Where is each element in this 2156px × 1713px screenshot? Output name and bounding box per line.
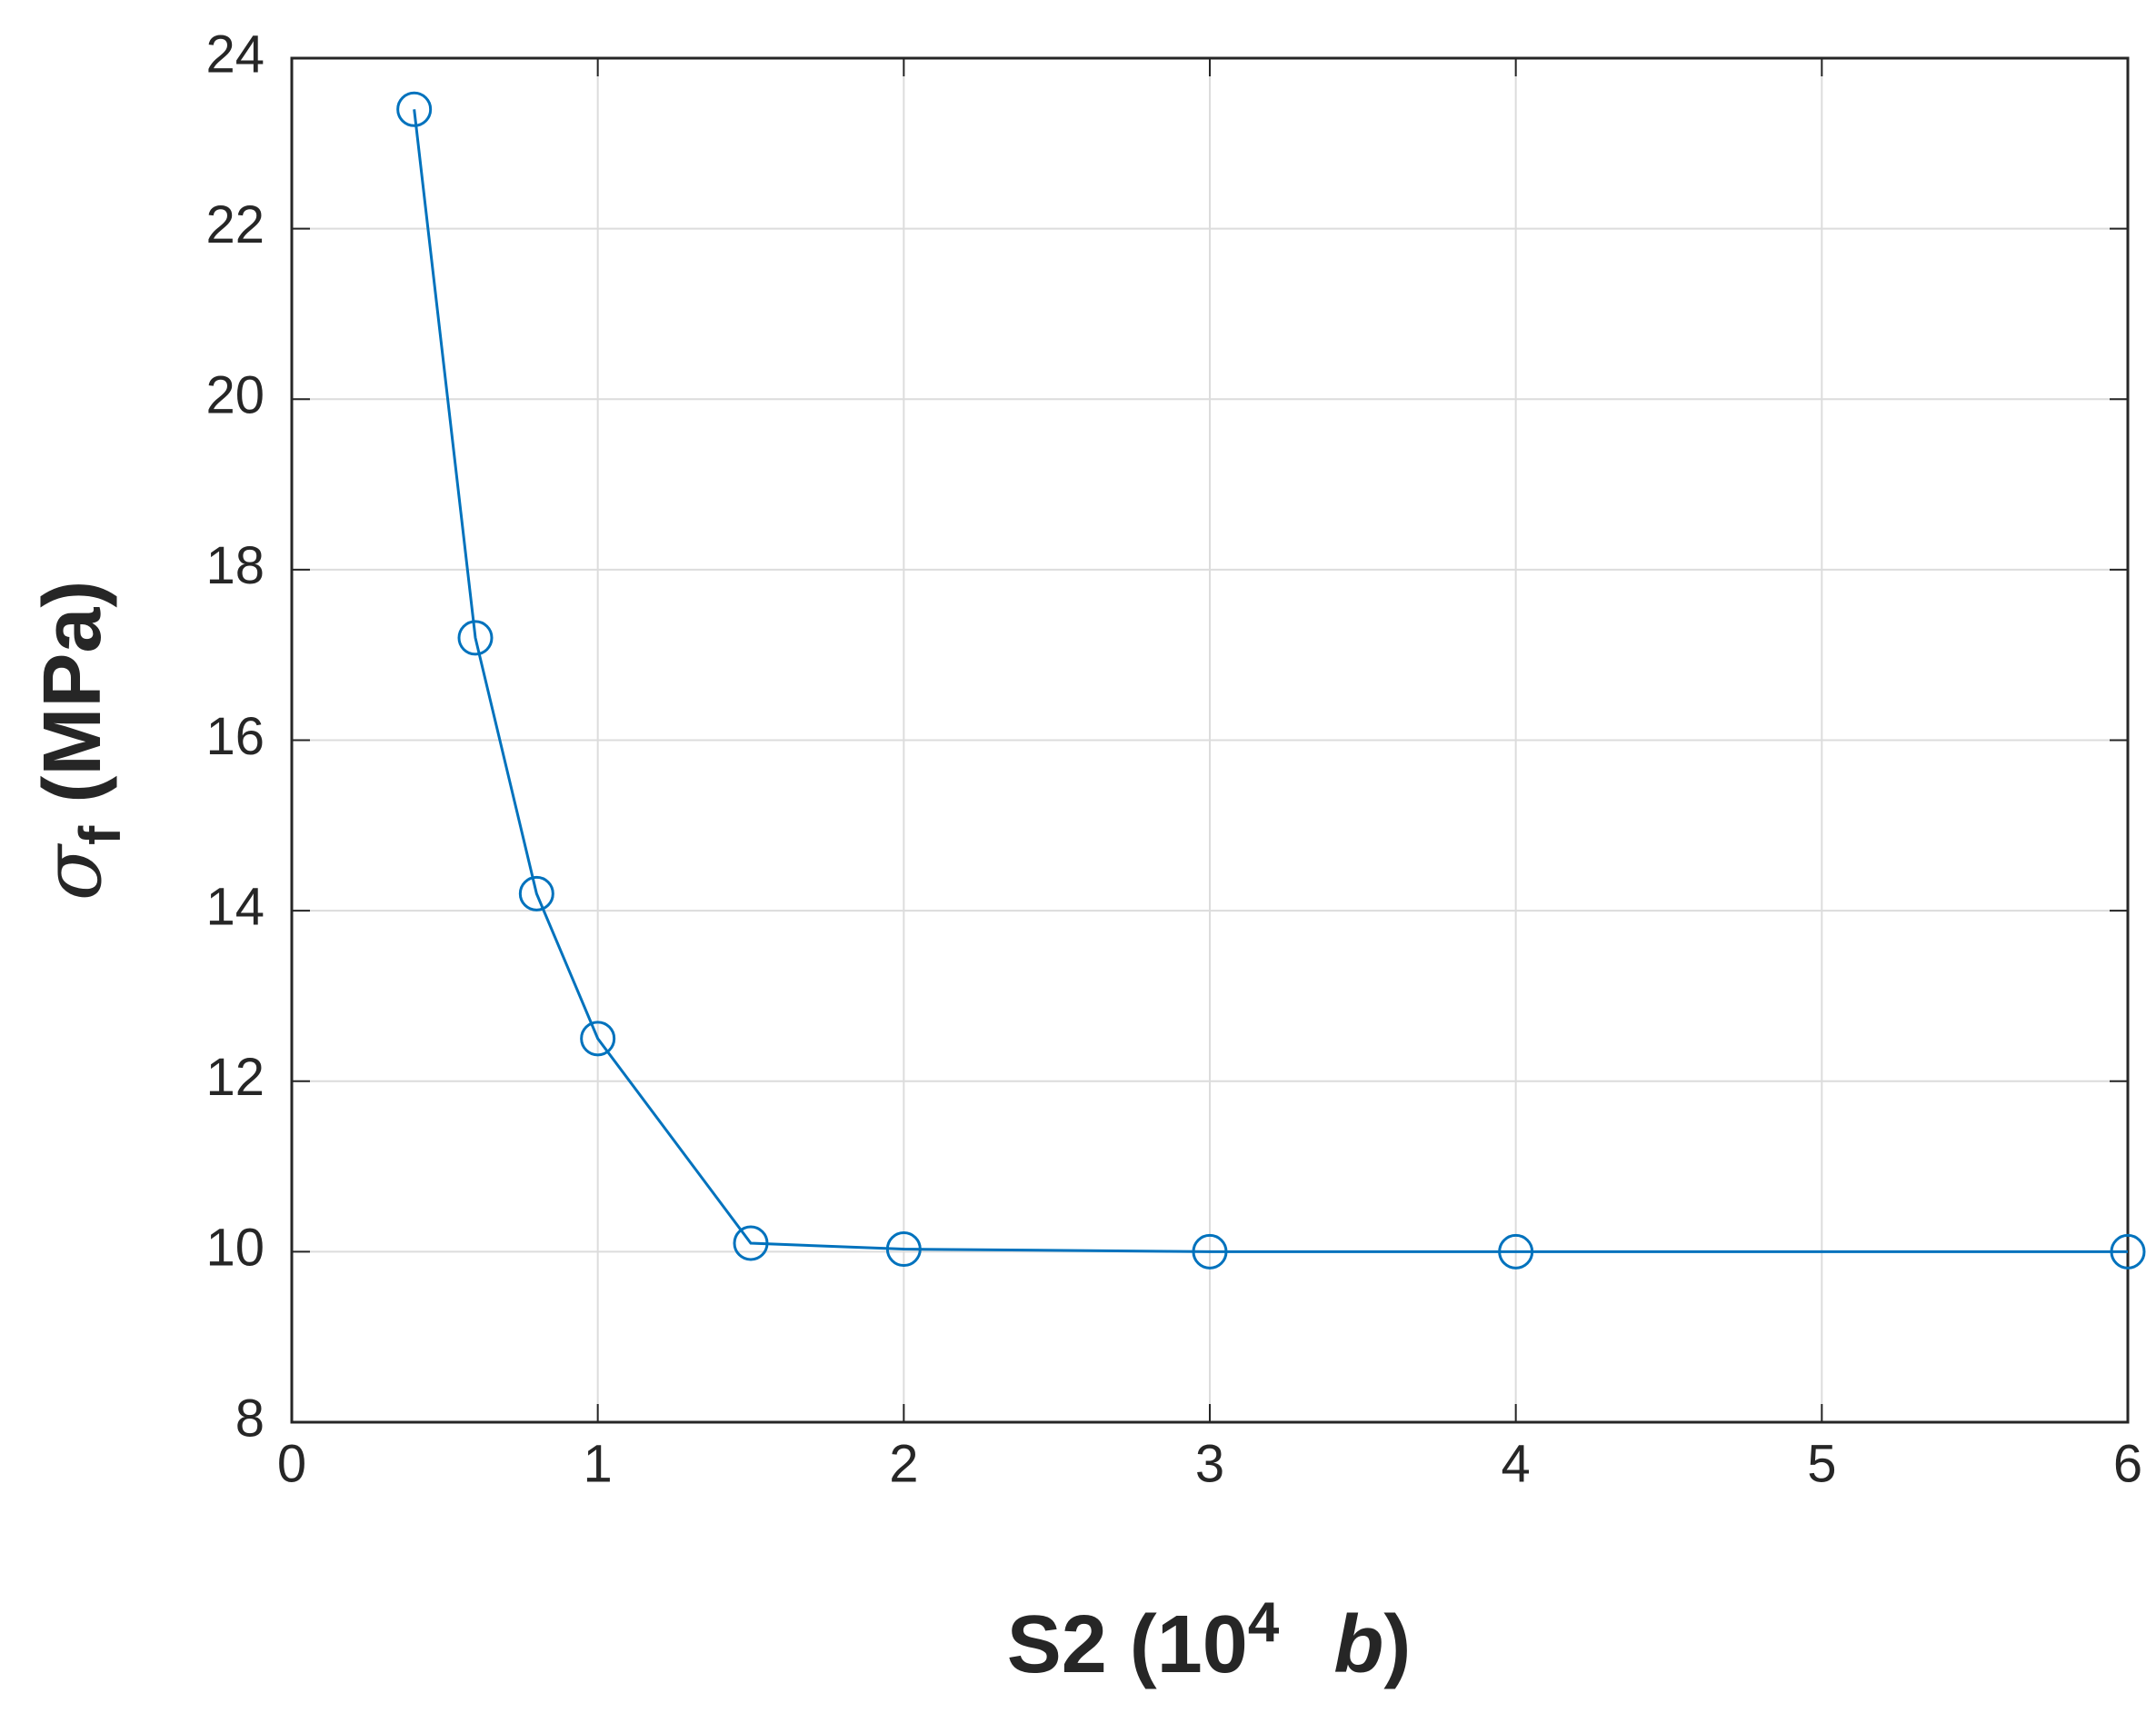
y-label-unit: (MPa) [27,581,118,826]
y-tick-label: 20 [205,366,265,425]
y-tick-label: 14 [205,877,265,936]
x-label-superscript: 4 [1248,1591,1280,1654]
x-tick-label: 2 [889,1434,918,1493]
y-tick-label: 24 [205,25,265,84]
x-axis-label: S2 (104 b) [1007,1591,1412,1690]
data-line [413,109,2128,1253]
data-point [457,620,494,656]
y-label-symbol: σ [25,842,120,901]
data-point [518,875,554,911]
y-tick-label: 10 [205,1219,265,1278]
x-tick-label: 3 [1195,1434,1224,1493]
y-tick-label: 22 [205,195,265,254]
y-tick-label: 8 [235,1389,265,1448]
data-point [396,91,433,127]
y-tick-label: 18 [205,536,265,595]
data-point [2110,1233,2146,1270]
plot-frame [290,56,2130,1424]
y-label-subscript: f [67,825,133,845]
data-point [580,1021,616,1057]
x-label-close: ) [1383,1599,1411,1690]
x-tick-label: 5 [1807,1434,1836,1493]
x-tick-label: 1 [584,1434,613,1493]
data-point [733,1225,769,1261]
y-tick-label: 12 [205,1048,265,1107]
data-point [1498,1233,1534,1270]
x-tick-label: 4 [1502,1434,1531,1493]
x-tick-label: 0 [277,1434,306,1493]
x-label-variable: b [1333,1599,1383,1690]
x-tick-label: 6 [2113,1434,2142,1493]
data-point [1192,1233,1228,1270]
x-label-text: S2 (10 [1007,1599,1248,1690]
y-axis-label: σf (MPa) [25,581,133,901]
data-point [885,1231,922,1268]
y-tick-label: 16 [205,707,265,766]
